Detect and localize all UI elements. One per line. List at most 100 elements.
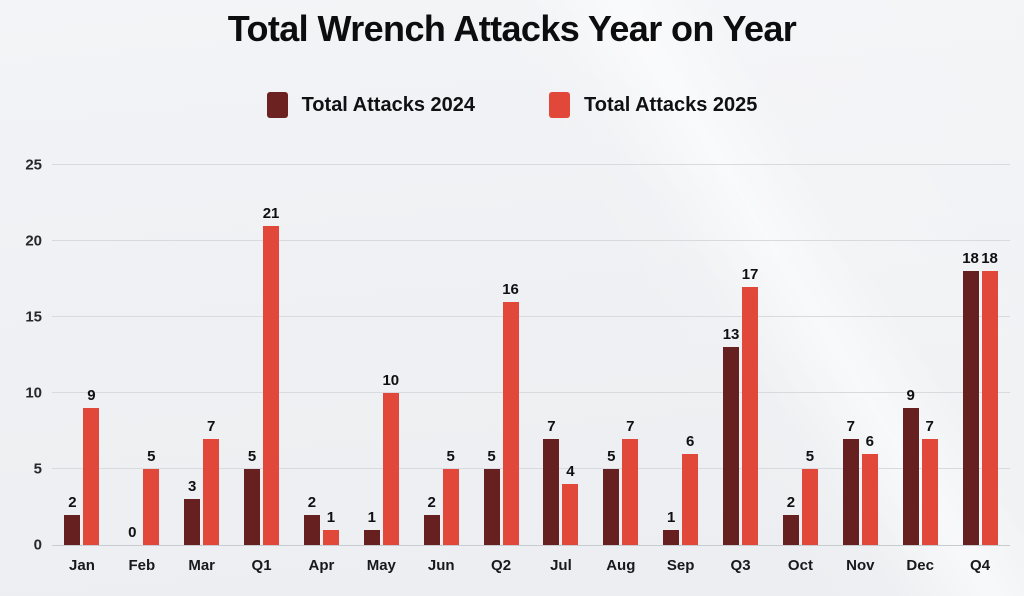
y-tick-15: 15	[25, 308, 42, 326]
value-label-2025-feb: 5	[147, 448, 156, 465]
value-label-2024-q2: 5	[487, 448, 496, 465]
bar-2024-mar	[184, 499, 201, 545]
value-label-2025-q1: 21	[262, 204, 280, 222]
value-label-2024-nov: 7	[846, 417, 855, 435]
bar-2024-sep	[663, 529, 680, 545]
bar-2024-may	[363, 529, 380, 545]
x-axis-label-sep: Sep	[666, 557, 695, 574]
value-label-2024-q4: 18	[962, 250, 979, 268]
x-axis-label-q4: Q4	[970, 557, 991, 574]
category-jun: 2 5 Jun	[411, 165, 471, 573]
value-label-2024-jan: 2	[68, 493, 77, 511]
bar-2024-q4	[962, 271, 979, 545]
value-label-2025-jul: 4	[566, 463, 575, 481]
category-nov: 7 6 Nov	[830, 165, 890, 573]
value-label-2025-sep: 6	[686, 432, 695, 450]
category-jul: 7 4 Jul	[531, 165, 591, 573]
bar-2024-q3	[723, 347, 740, 545]
bar-2025-may	[382, 393, 399, 545]
gridline-5	[52, 468, 1010, 469]
value-label-2025-aug: 7	[626, 417, 635, 435]
legend-swatch-2024	[266, 92, 288, 118]
value-label-2025-q4: 18	[981, 250, 998, 268]
y-axis: 0 5 10 15 20 25	[0, 157, 42, 554]
bar-2025-oct	[801, 469, 818, 545]
category-sep: 1 6 Sep	[651, 165, 711, 573]
value-label-2025-dec: 7	[925, 417, 934, 435]
bar-2025-dec	[921, 438, 938, 545]
category-q4: 18 18 Q4	[950, 165, 1010, 573]
bar-2025-jan	[83, 408, 100, 545]
bar-2024-nov	[842, 438, 859, 545]
value-label-2024-mar: 3	[188, 478, 197, 496]
y-tick-10: 10	[25, 384, 42, 402]
bar-2025-aug	[622, 438, 639, 545]
bar-2024-apr	[303, 514, 320, 545]
y-tick-5: 5	[33, 460, 42, 478]
x-axis-label-feb: Feb	[128, 557, 156, 574]
y-tick-0: 0	[33, 536, 42, 554]
value-label-2025-q2: 16	[502, 280, 519, 298]
legend-item-2024: Total Attacks 2024	[266, 92, 475, 118]
value-label-2025-jun: 5	[446, 448, 455, 465]
x-axis-label-jan: Jan	[69, 557, 95, 574]
gridline-25	[52, 164, 1010, 165]
value-label-2024-aug: 5	[607, 448, 616, 465]
bar-2025-q3	[742, 286, 759, 545]
x-axis-label-dec: Dec	[906, 557, 934, 574]
bar-2025-nov	[861, 453, 878, 545]
gridline-15	[52, 316, 1010, 317]
x-axis-label-oct: Oct	[787, 557, 813, 574]
legend-item-2025: Total Attacks 2025	[549, 92, 757, 118]
x-axis-label-apr: Apr	[308, 557, 335, 574]
bar-2024-aug	[603, 469, 620, 545]
bar-2024-oct	[782, 514, 799, 545]
bar-2024-jun	[423, 514, 440, 545]
value-label-2024-q3: 13	[722, 326, 740, 344]
x-axis-label-q2: Q2	[491, 557, 512, 574]
category-oct: 2 5 Oct	[771, 165, 831, 573]
category-q2: 5 16 Q2	[471, 165, 531, 573]
value-label-2024-jun: 2	[427, 493, 436, 511]
category-dec: 9 7 Dec	[890, 165, 950, 573]
value-label-2024-jul: 7	[547, 417, 556, 435]
category-jan: 2 9 Jan	[52, 165, 112, 573]
x-axis-label-may: May	[366, 557, 396, 574]
legend: Total Attacks 2024 Total Attacks 2025	[0, 92, 1024, 118]
bar-2025-q1	[263, 225, 280, 545]
bar-2025-q4	[981, 271, 998, 545]
legend-label-2025: Total Attacks 2025	[584, 93, 758, 116]
bar-2025-sep	[682, 453, 699, 545]
value-label-2024-may: 1	[367, 508, 376, 526]
value-label-2024-apr: 2	[307, 493, 317, 511]
bar-2025-mar	[203, 438, 220, 545]
category-apr: 2 1 Apr	[292, 165, 352, 573]
value-label-2025-apr: 1	[326, 508, 336, 526]
value-label-2024-dec: 9	[906, 387, 915, 405]
bar-2024-jan	[64, 514, 81, 545]
category-may: 1 10 May	[351, 165, 411, 573]
value-label-2025-oct: 5	[805, 448, 815, 465]
value-label-2025-may: 10	[382, 372, 400, 389]
bar-2025-jun	[442, 469, 459, 545]
value-label-2024-sep: 1	[667, 508, 676, 526]
bar-2024-jul	[543, 438, 560, 545]
x-axis-label-aug: Aug	[606, 557, 636, 574]
x-axis-label-jun: Jun	[427, 557, 455, 574]
value-label-2024-feb: 0	[128, 524, 137, 541]
value-label-2025-q3: 17	[741, 265, 759, 283]
value-label-2025-mar: 7	[207, 417, 216, 435]
plot-area: 2 9 Jan 0 5 Feb 3 7 Mar 5 21 Q1 2 1 Apr 1 10 May 2 5 Jun 5 16 Q…	[52, 164, 1010, 573]
value-label-2024-oct: 2	[786, 493, 796, 511]
category-feb: 0 5 Feb	[112, 165, 172, 573]
category-q1: 5 21 Q1	[232, 165, 292, 573]
category-mar: 3 7 Mar	[172, 165, 232, 573]
bar-2025-jul	[562, 484, 579, 545]
x-axis-label-mar: Mar	[188, 557, 216, 574]
x-axis-label-q3: Q3	[730, 557, 751, 574]
category-aug: 5 7 Aug	[591, 165, 651, 573]
gridline-20	[52, 240, 1010, 241]
y-tick-25: 25	[25, 156, 42, 174]
x-axis-label-jul: Jul	[550, 557, 572, 574]
x-axis-label-q1: Q1	[251, 557, 272, 574]
